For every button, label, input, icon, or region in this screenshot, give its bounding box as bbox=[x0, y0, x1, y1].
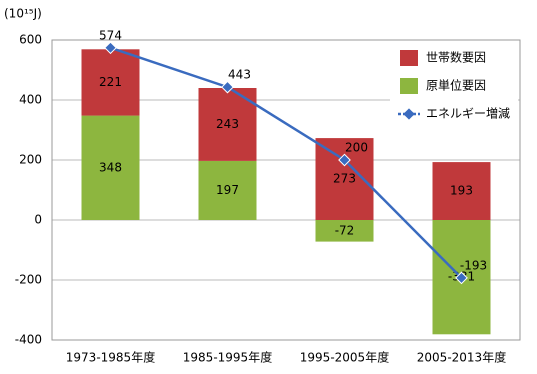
y-tick-label: 400 bbox=[19, 93, 42, 107]
line-value-label: 574 bbox=[99, 28, 122, 42]
y-tick-label: 0 bbox=[34, 213, 42, 227]
line-marker bbox=[221, 80, 234, 94]
legend-swatch bbox=[400, 78, 418, 94]
legend-label: エネルギー増減 bbox=[426, 106, 510, 121]
value-label: 243 bbox=[216, 117, 239, 131]
bar bbox=[81, 49, 140, 116]
line-marker bbox=[104, 41, 117, 55]
value-label: 273 bbox=[333, 172, 356, 186]
x-tick-label: 1995-2005年度 bbox=[300, 350, 389, 365]
x-tick-label: 1973-1985年度 bbox=[66, 350, 155, 365]
bar bbox=[198, 160, 257, 220]
x-tick-label: 2005-2013年度 bbox=[417, 350, 506, 365]
line bbox=[110, 46, 463, 279]
legend-label: 原単位要因 bbox=[426, 78, 486, 93]
line-marker bbox=[455, 271, 468, 285]
bar bbox=[81, 115, 140, 220]
y-tick-label: -400 bbox=[15, 333, 42, 347]
y-tick-label: -200 bbox=[15, 273, 42, 287]
value-label: 348 bbox=[99, 160, 122, 174]
line-value-label: 200 bbox=[345, 141, 368, 155]
unit-label: (10¹⁵J) bbox=[4, 7, 42, 21]
legend-swatch bbox=[400, 50, 418, 66]
bar bbox=[432, 162, 491, 220]
line-value-label: 443 bbox=[228, 68, 251, 82]
line-marker bbox=[338, 153, 351, 167]
plot-frame bbox=[51, 39, 521, 341]
y-tick-label: 600 bbox=[19, 33, 42, 47]
value-label: 221 bbox=[99, 75, 122, 89]
value-label: 197 bbox=[216, 183, 239, 197]
value-label: -72 bbox=[335, 223, 355, 237]
y-tick-label: 200 bbox=[19, 153, 42, 167]
value-label: 193 bbox=[450, 184, 473, 198]
x-tick-label: 1985-1995年度 bbox=[183, 350, 272, 365]
bar bbox=[315, 220, 374, 242]
legend-label: 世帯数要因 bbox=[426, 50, 486, 65]
line-value-label: -193 bbox=[460, 258, 487, 272]
